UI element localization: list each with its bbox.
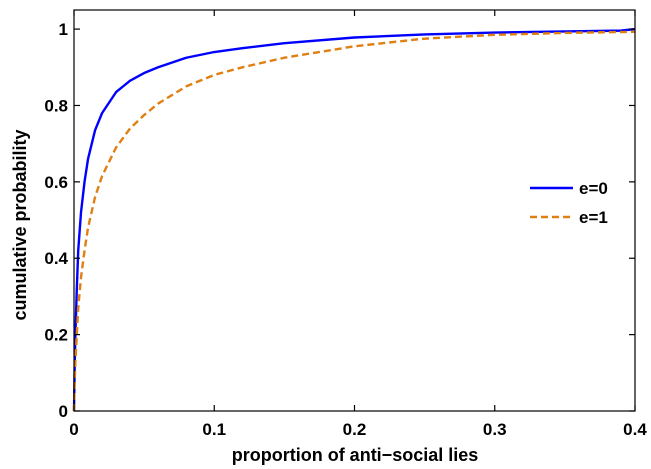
x-tick-label: 0.4: [623, 420, 647, 439]
series-line-e-0: [72, 27, 636, 412]
y-tick-label: 0: [59, 402, 68, 421]
legend-label-e-1: e=1: [579, 208, 608, 227]
y-tick-label: 1: [59, 20, 68, 39]
x-tick-label: 0.3: [483, 420, 507, 439]
series-line-e-1: [72, 30, 636, 412]
legend-label-e-0: e=0: [579, 179, 608, 198]
legend: e=0 e=1: [530, 179, 608, 227]
plot-content: [72, 27, 636, 412]
axes: 0 0.1 0.2 0.3 0.4 0 0.2 0.4 0.6 0.8 1: [44, 9, 647, 439]
x-tick-label: 0: [69, 420, 78, 439]
x-tick-label: 0.2: [343, 420, 367, 439]
y-tick-label: 0.8: [44, 96, 68, 115]
y-tick-label: 0.6: [44, 173, 68, 192]
y-axis-label: cumulative probability: [10, 129, 30, 320]
y-tick-label: 0.4: [44, 249, 68, 268]
x-axis-label: proportion of anti−social lies: [232, 445, 479, 465]
y-tick-label: 0.2: [44, 326, 68, 345]
plot-frame: [73, 9, 636, 412]
x-tick-label: 0.1: [202, 420, 226, 439]
